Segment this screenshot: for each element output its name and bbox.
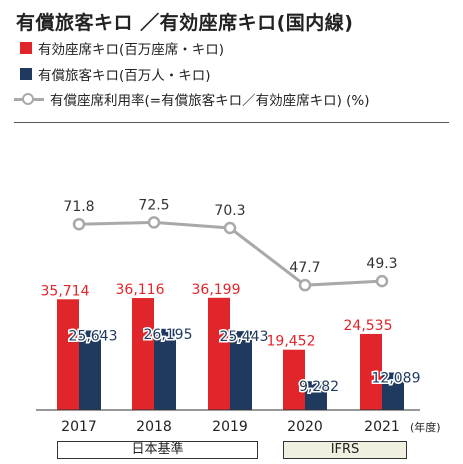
- data-label-ask-2020: 19,452: [267, 334, 316, 350]
- data-label-rpk-2021: 12,089: [372, 371, 421, 387]
- bar-rpk-2019: [230, 331, 252, 410]
- ifrs-label-box: IFRS: [283, 441, 407, 459]
- data-label-lf-2020: 47.7: [289, 260, 320, 276]
- point-load-factor-2020: [298, 278, 312, 292]
- data-label-rpk-2018: 26,195: [144, 327, 193, 343]
- bar-ask-2017: [57, 299, 79, 410]
- data-label-rpk-2017: 25,643: [69, 329, 118, 345]
- bar-ask-2018: [132, 298, 154, 410]
- data-label-rpk-2019: 25,443: [220, 329, 269, 345]
- data-label-lf-2018: 72.5: [138, 197, 169, 213]
- point-load-factor-2019: [223, 221, 237, 235]
- bar-ask-2019: [208, 297, 230, 410]
- legend-marker-lf: [14, 92, 44, 106]
- legend-label-lf: 有償座席利用率(=有償旅客キロ／有効座席キロ) (%): [50, 93, 370, 109]
- data-label-lf-2019: 70.3: [214, 203, 245, 219]
- data-label-lf-2017: 71.8: [63, 199, 94, 215]
- legend-label-ask: 有効座席キロ(百万座席・キロ): [38, 42, 225, 58]
- legend-swatch-rpk: [20, 68, 32, 80]
- legend-label-rpk: 有償旅客キロ(百万人・キロ): [38, 68, 211, 84]
- legend-item-lf: 有償座席利用率(=有償旅客キロ／有効座席キロ) (%): [14, 89, 370, 109]
- point-load-factor-2017: [72, 217, 86, 231]
- jgaap-label-box: 日本基準: [57, 441, 258, 459]
- bar-rpk-2020: [305, 381, 327, 410]
- x-axis-unit-label: (年度): [410, 420, 441, 434]
- bar-rpk-2017: [79, 330, 101, 410]
- x-tick-label-2019: 2019: [212, 419, 248, 435]
- x-tick-label-2017: 2017: [61, 419, 97, 435]
- bar-rpk-2018: [154, 328, 176, 410]
- data-label-ask-2019: 36,199: [192, 282, 241, 298]
- legend-item-ask: 有効座席キロ(百万座席・キロ): [20, 38, 224, 58]
- bar-ask-2020: [283, 349, 305, 410]
- x-tick-label-2021: 2021: [364, 419, 400, 435]
- legend-swatch-ask: [20, 42, 32, 54]
- chart-title: 有償旅客キロ ／有効座席キロ(国内線): [16, 12, 354, 34]
- data-label-lf-2021: 49.3: [366, 256, 397, 272]
- data-label-ask-2018: 36,116: [116, 282, 165, 298]
- x-tick-label-2020: 2020: [287, 419, 323, 435]
- bar-ask-2021: [360, 333, 382, 410]
- x-tick-label-2018: 2018: [136, 419, 172, 435]
- header-divider: [14, 122, 449, 123]
- data-label-ask-2021: 24,535: [344, 318, 393, 334]
- legend-item-rpk: 有償旅客キロ(百万人・キロ): [20, 64, 211, 84]
- point-load-factor-2018: [147, 216, 161, 229]
- data-label-ask-2017: 35,714: [41, 283, 90, 299]
- data-label-rpk-2020: 9,282: [299, 379, 339, 395]
- point-load-factor-2021: [375, 274, 389, 288]
- bar-rpk-2021: [382, 372, 404, 410]
